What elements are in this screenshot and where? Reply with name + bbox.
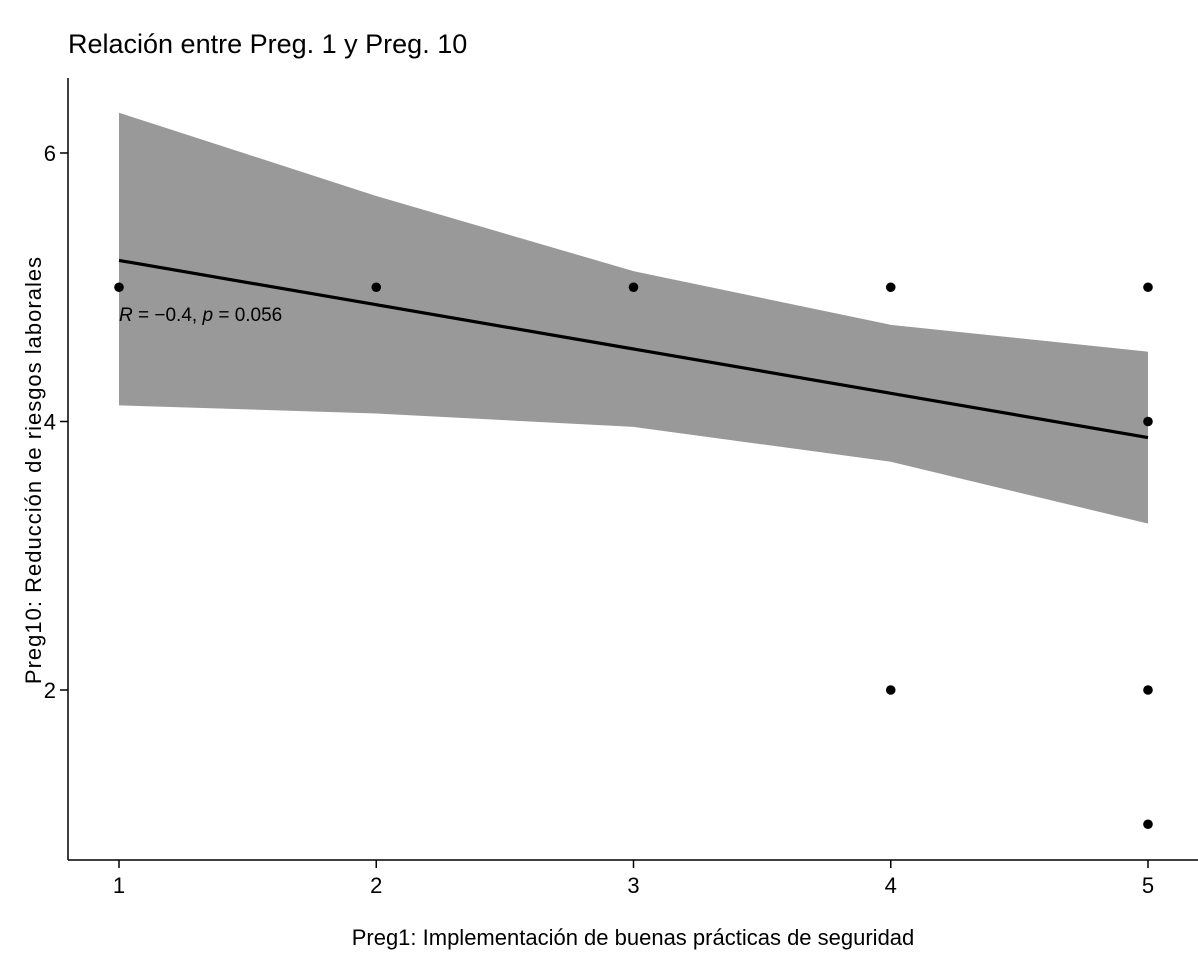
data-point (628, 282, 639, 293)
y-ticks: 2 4 6 (44, 141, 68, 703)
data-point (885, 282, 896, 293)
confidence-band-layer (119, 112, 1148, 524)
x-tick-label: 3 (627, 873, 639, 898)
y-tick-label: 2 (44, 678, 56, 703)
y-tick-label: 6 (44, 141, 56, 166)
x-tick-label: 5 (1142, 873, 1154, 898)
regression-line (118, 258, 1149, 440)
y-axis-label: Preg10: Reducción de riesgos laborales (21, 256, 46, 684)
annotation-r-symbol: R (119, 305, 133, 326)
chart-title: Relación entre Preg. 1 y Preg. 10 (68, 29, 467, 59)
x-ticks: 1 2 3 4 5 (113, 860, 1154, 898)
data-point (1143, 416, 1153, 427)
x-tick-label: 2 (370, 873, 382, 898)
x-tick-label: 4 (885, 873, 897, 898)
data-point (1143, 819, 1153, 830)
annotation-p-symbol: p (201, 305, 213, 326)
data-point (371, 282, 382, 293)
data-point (114, 282, 124, 293)
y-tick-label: 4 (44, 410, 56, 435)
correlation-annotation: R = −0.4, p = 0.056 (119, 305, 282, 326)
x-tick-label: 1 (113, 873, 125, 898)
annotation-r-value: = −0.4, (133, 305, 203, 326)
points-layer (114, 282, 1153, 830)
confidence-band (119, 112, 1148, 524)
annotation-p-value: = 0.056 (213, 305, 282, 326)
data-point (885, 685, 896, 695)
regression-line-layer (118, 258, 1149, 440)
data-point (1143, 282, 1153, 293)
x-axis-label: Preg1: Implementación de buenas práctica… (352, 925, 915, 950)
data-point (1143, 685, 1153, 695)
